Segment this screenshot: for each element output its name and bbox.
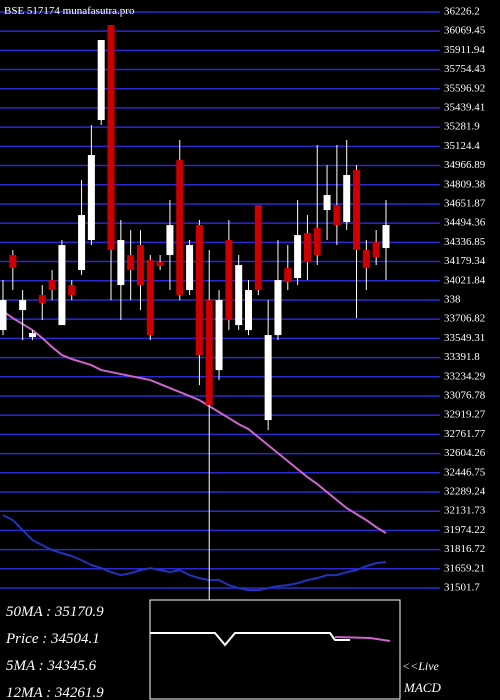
y-tick-label: 36069.45 [444, 25, 486, 37]
info-text: 5MA : 34345.6 [6, 658, 97, 674]
candle-body [215, 300, 223, 371]
candle-body [97, 40, 105, 121]
y-tick-label: 34651.87 [444, 197, 486, 209]
macd-label: MACD [403, 680, 441, 695]
ma-line [2, 514, 387, 592]
candle-body [323, 195, 331, 211]
candle-body [333, 205, 341, 226]
y-tick-label: 31816.72 [444, 543, 485, 555]
y-tick-label: 34809.38 [444, 178, 486, 190]
candle-body [127, 255, 135, 271]
y-tick-label: 32131.73 [444, 505, 486, 517]
candle-body [362, 250, 370, 269]
y-tick-label: 34966.89 [444, 159, 486, 171]
y-tick-label: 338 [444, 293, 461, 305]
y-tick-label: 34336.85 [444, 236, 486, 248]
candle-body [28, 333, 36, 338]
candle-body [254, 205, 262, 291]
y-tick-label: 32289.24 [444, 486, 486, 498]
candle-body [245, 290, 252, 331]
info-text: 12MA : 34261.9 [6, 685, 104, 700]
y-tick-label: 31501.7 [444, 582, 480, 594]
candle-body [19, 300, 27, 311]
y-tick-label: 33391.8 [444, 351, 480, 363]
y-tick-label: 32604.26 [444, 447, 486, 459]
y-tick-label: 32446.75 [444, 466, 486, 478]
y-tick-label: 35754.43 [444, 63, 486, 75]
candle-body [205, 300, 213, 406]
candle-body [294, 235, 302, 279]
macd-signal [334, 636, 391, 642]
candle-body [166, 225, 174, 256]
info-text: Price : 34504.1 [5, 631, 100, 647]
candle-body [58, 245, 66, 326]
y-tick-label: 34494.36 [444, 217, 486, 229]
macd-live: <<Live [402, 659, 440, 673]
candle-body [68, 285, 76, 296]
candle-body [372, 242, 380, 258]
y-tick-label: 35596.92 [444, 82, 485, 94]
candle-body [274, 280, 282, 336]
candle-body [48, 280, 56, 291]
macd-line [150, 632, 350, 647]
y-tick-label: 33234.29 [444, 370, 486, 382]
y-tick-label: 33076.78 [444, 390, 486, 402]
candle-body [78, 215, 86, 271]
marks [0, 25, 390, 601]
macd-box [149, 599, 401, 700]
y-tick-label: 32761.77 [444, 428, 486, 440]
y-tick-label: 31659.21 [444, 562, 485, 574]
candle-body [107, 25, 115, 251]
candle-body [9, 255, 17, 269]
candle-body [353, 170, 361, 251]
candle-body [186, 245, 194, 291]
candle-body [284, 268, 292, 283]
y-tick-label: 31974.22 [444, 524, 485, 536]
candle-body [264, 335, 272, 421]
y-tick-label: 35281.9 [444, 121, 480, 133]
candle-body [235, 265, 243, 326]
y-tick-label: 35911.94 [444, 44, 485, 56]
candle-body [136, 245, 144, 286]
candle-body [382, 225, 390, 249]
chart-title: BSE 517174 munafasutra.pro [4, 5, 135, 17]
candle-body [87, 155, 95, 241]
candle-body [0, 300, 7, 331]
y-tick-label: 34021.84 [444, 274, 486, 286]
candle-body [225, 240, 233, 321]
y-tick-label: 33706.82 [444, 313, 485, 325]
candle-body [117, 240, 125, 286]
y-tick-label: 33549.31 [444, 332, 485, 344]
y-tick-label: 34179.34 [444, 255, 486, 267]
candle-body [146, 260, 154, 336]
candle-body [195, 225, 203, 356]
candle-body [343, 175, 351, 223]
y-tick-label: 36226.2 [444, 6, 480, 18]
info-text: 50MA : 35170.9 [6, 604, 104, 620]
y-tick-label: 32919.27 [444, 409, 486, 421]
candle-body [303, 233, 311, 263]
candle-body [176, 160, 184, 296]
y-tick-label: 35124.4 [444, 140, 480, 152]
ma-line [2, 310, 387, 534]
candle-body [38, 295, 46, 304]
candle-body [156, 262, 164, 267]
y-tick-label: 35439.41 [444, 101, 485, 113]
candle-body [313, 228, 321, 256]
